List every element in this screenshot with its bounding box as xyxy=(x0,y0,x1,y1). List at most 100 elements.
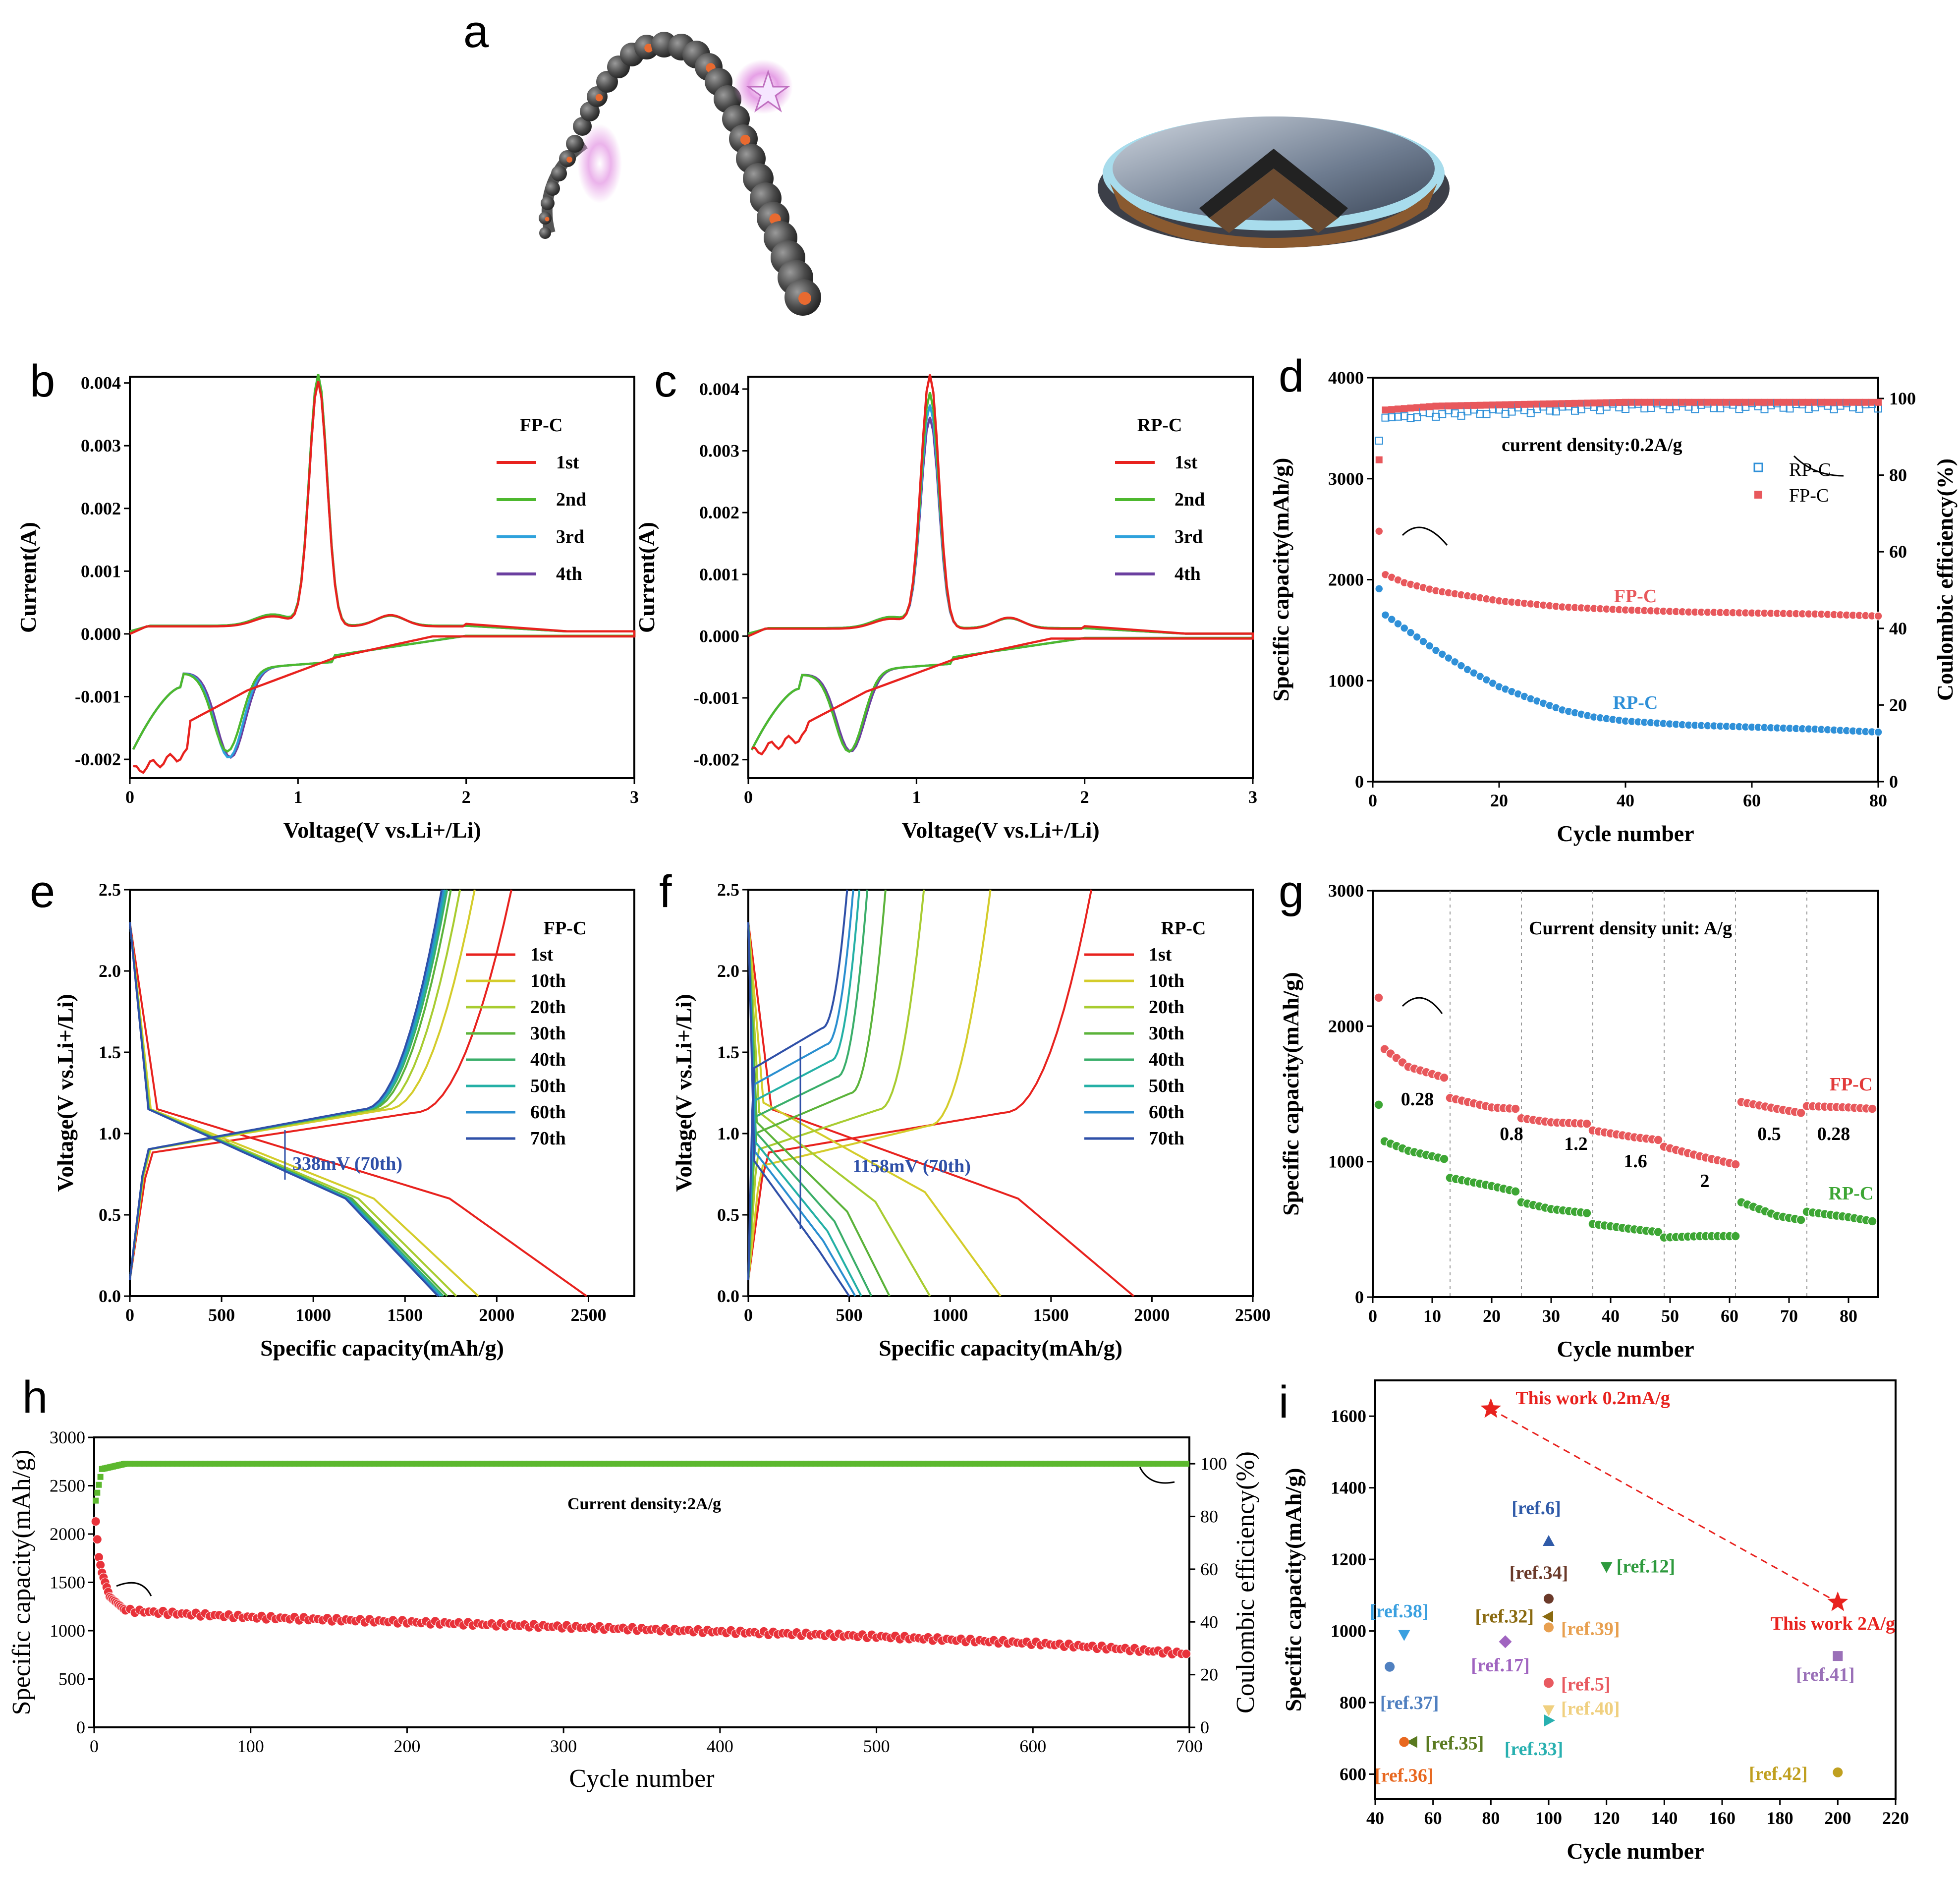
point-label: [ref.34] xyxy=(1510,1563,1568,1584)
fp-efficiency-point xyxy=(1818,399,1825,406)
fp-efficiency-point xyxy=(1710,399,1718,406)
efficiency-point xyxy=(296,1461,302,1467)
fp-efficiency-point xyxy=(1830,399,1838,406)
fp-efficiency-point xyxy=(1843,399,1850,406)
fp-efficiency-point xyxy=(1723,399,1730,406)
efficiency-point xyxy=(183,1461,190,1467)
y2-tick-label: 20 xyxy=(1200,1665,1218,1685)
circle-marker xyxy=(1399,1737,1409,1747)
fp-efficiency-point xyxy=(1862,399,1869,406)
fp-efficiency-point xyxy=(1660,399,1667,406)
x-tick-label: 60 xyxy=(1743,791,1761,810)
efficiency-point xyxy=(96,1481,102,1488)
legend-title: RP-C xyxy=(1137,415,1182,436)
efficiency-point xyxy=(601,1461,608,1467)
efficiency-point xyxy=(160,1461,166,1467)
efficiency-point xyxy=(780,1461,786,1467)
efficiency-point xyxy=(672,1461,678,1467)
efficiency-point xyxy=(451,1461,457,1467)
y2-tick-label: 0 xyxy=(1889,772,1898,792)
fp-efficiency-point xyxy=(1609,399,1617,406)
arrow-right xyxy=(1139,1467,1175,1484)
efficiency-point xyxy=(883,1461,889,1467)
rate-point-RP-C xyxy=(1374,1100,1384,1110)
efficiency-point xyxy=(169,1461,175,1467)
y-tick-label: 1000 xyxy=(1328,671,1364,690)
efficiency-point xyxy=(719,1461,725,1467)
efficiency-point xyxy=(531,1461,537,1467)
efficiency-point xyxy=(592,1461,598,1467)
x-tick-label: 80 xyxy=(1482,1808,1500,1828)
x-axis-label: Specific capacity(mAh/g) xyxy=(879,1335,1122,1361)
efficiency-point xyxy=(596,1461,603,1467)
fp-efficiency-point xyxy=(1584,399,1591,407)
efficiency-point xyxy=(845,1461,851,1467)
fp-efficiency-point xyxy=(1729,399,1736,406)
fp-capacity-point xyxy=(1874,612,1883,621)
x-tick-label: 2000 xyxy=(1134,1305,1170,1325)
efficiency-point xyxy=(371,1461,378,1467)
efficiency-point xyxy=(310,1461,316,1467)
x-tick-label: 700 xyxy=(1176,1736,1203,1756)
efficiency-point xyxy=(324,1461,331,1467)
rate-label: 0.8 xyxy=(1500,1124,1523,1144)
point-label: [ref.40] xyxy=(1561,1698,1620,1719)
chart-b: 0 1 2 3 -0.002 -0.001 0.000 0.001 0.002 0.003 0.00… xyxy=(15,373,639,843)
fp-efficiency-point xyxy=(1673,399,1680,406)
efficiency-point xyxy=(216,1461,223,1467)
rp-efficiency-point xyxy=(1482,410,1491,418)
bead-spot xyxy=(566,157,572,163)
efficiency-point xyxy=(286,1461,293,1467)
x-tick-label: 500 xyxy=(208,1305,235,1325)
x-tick-label: 200 xyxy=(393,1736,420,1756)
arrow-left xyxy=(116,1582,152,1596)
fp-efficiency-point xyxy=(1691,399,1699,406)
fp-efficiency-point xyxy=(1849,399,1856,406)
x-tick-label: 180 xyxy=(1767,1808,1793,1828)
fp-efficiency-point xyxy=(1616,399,1623,406)
fp-efficiency-point xyxy=(1792,399,1800,406)
y2-tick-label: 0 xyxy=(1200,1717,1209,1737)
x-tick-label: 0 xyxy=(1368,791,1377,810)
efficiency-point xyxy=(1005,1461,1011,1467)
y-tick-label: 2.5 xyxy=(717,880,739,900)
x-tick-label: 30 xyxy=(1542,1306,1560,1326)
cv-curve-1st xyxy=(129,381,636,774)
rate-point-RP-C xyxy=(1582,1208,1592,1218)
panel-label-c: c xyxy=(654,356,677,406)
fp-efficiency-point xyxy=(1641,399,1648,406)
rate-point-RP-C xyxy=(1867,1216,1877,1226)
efficiency-point xyxy=(1009,1461,1016,1467)
bead xyxy=(551,166,567,181)
fp-efficiency-point xyxy=(1799,399,1806,406)
efficiency-point xyxy=(470,1461,476,1467)
efficiency-point xyxy=(174,1461,180,1467)
y-tick-label: -0.002 xyxy=(75,749,121,769)
fp-efficiency-point xyxy=(1704,399,1711,406)
efficiency-point xyxy=(235,1461,241,1467)
fp-efficiency-point xyxy=(1622,399,1629,406)
rate-point-RP-C xyxy=(1511,1187,1520,1196)
efficiency-point xyxy=(254,1461,260,1467)
efficiency-point xyxy=(840,1461,847,1467)
rp-capacity-point xyxy=(1438,650,1447,659)
efficiency-point xyxy=(690,1461,697,1467)
x-tick-label: 160 xyxy=(1709,1808,1736,1828)
y-tick-label: 1000 xyxy=(50,1621,85,1641)
y2-tick-label: 40 xyxy=(1200,1612,1218,1632)
y2-tick-label: 100 xyxy=(1889,389,1916,408)
efficiency-point xyxy=(1075,1461,1081,1467)
efficiency-point xyxy=(1070,1461,1077,1467)
fp-efficiency-point xyxy=(1496,401,1503,408)
fp-efficiency-point xyxy=(1754,399,1762,406)
efficiency-point xyxy=(770,1461,777,1467)
efficiency-point xyxy=(742,1461,748,1467)
circle-marker xyxy=(1544,1678,1554,1688)
efficiency-point xyxy=(1056,1461,1063,1467)
x-tick-label: 80 xyxy=(1869,791,1887,810)
y-tick-label: 2.0 xyxy=(99,961,121,981)
efficiency-point xyxy=(225,1461,232,1467)
efficiency-point xyxy=(347,1461,354,1467)
y-tick-label: 0 xyxy=(1355,772,1364,792)
efficiency-point xyxy=(817,1461,823,1467)
